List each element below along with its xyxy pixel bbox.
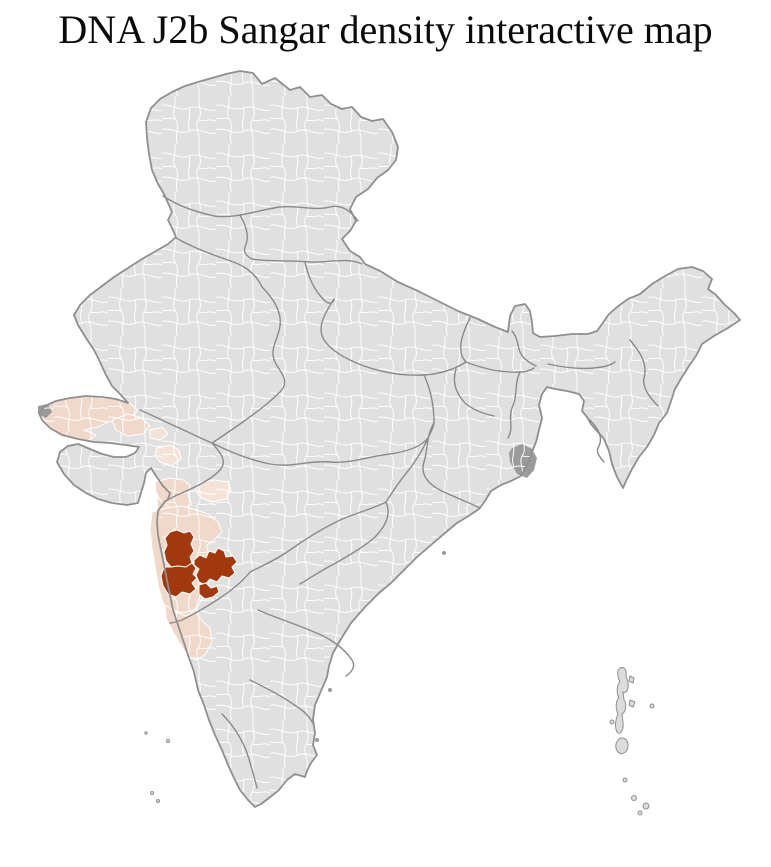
nicobar-dot <box>631 795 637 801</box>
lakshadweep-dot <box>156 799 160 803</box>
page-title: DNA J2b Sangar density interactive map <box>58 7 713 52</box>
state-borders <box>139 195 659 789</box>
nicobar-dot <box>637 810 643 816</box>
car-nicobar-dot <box>622 777 628 783</box>
district-high-west[interactable] <box>160 562 198 598</box>
high-density-districts[interactable] <box>160 529 238 600</box>
district-borders-texture <box>39 71 740 807</box>
india-outline <box>38 70 741 808</box>
great-nicobar <box>642 802 650 810</box>
lakshadweep-dot <box>150 791 154 795</box>
andaman-side-islet <box>628 675 635 684</box>
little-andaman <box>615 737 629 755</box>
patch-coast-dot <box>442 551 446 555</box>
district-high-north[interactable] <box>163 529 195 568</box>
district-high-south[interactable] <box>198 582 220 600</box>
islands <box>144 667 655 816</box>
andaman-islet-dot <box>609 719 615 725</box>
lakshadweep-dot <box>166 739 170 743</box>
island-dot <box>649 703 655 709</box>
district-high-east[interactable] <box>193 547 238 586</box>
andaman-islands <box>614 667 629 734</box>
andaman-side-islet <box>628 699 636 708</box>
lakshadweep-dot <box>144 731 148 735</box>
patch-coast-dot <box>315 738 319 742</box>
patch-coast-dot <box>328 688 332 692</box>
